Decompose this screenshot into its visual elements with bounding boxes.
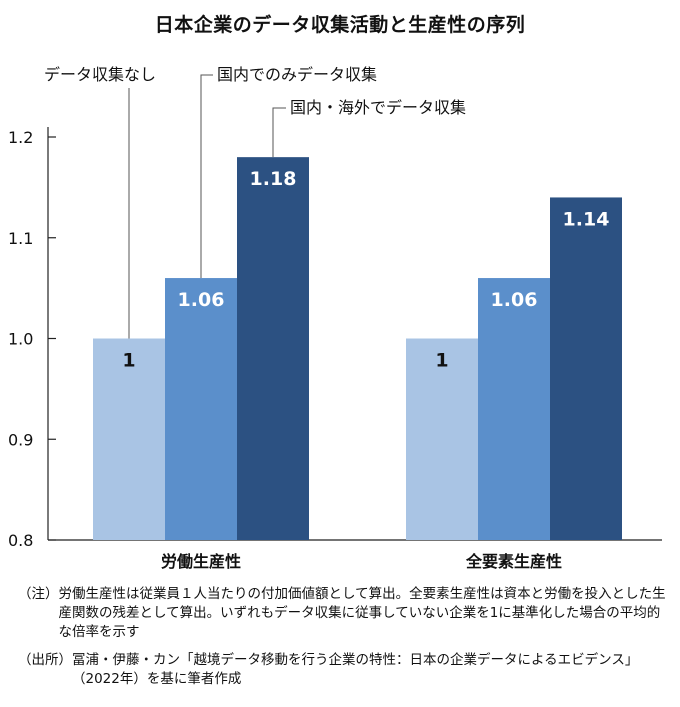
source-label: （出所） (18, 652, 72, 668)
y-tick-label: 1.2 (8, 128, 33, 147)
bar (478, 278, 550, 540)
y-tick-label: 0.8 (8, 531, 33, 550)
y-tick-label: 1.1 (8, 229, 33, 248)
y-tick-label: 1.0 (8, 330, 33, 349)
x-category-label: 全要素生産性 (465, 552, 562, 571)
bar (237, 157, 309, 540)
bar (406, 338, 478, 540)
note-text: 労働生産性は従業員１人当たりの付加価値額として算出。全要素生産性は資本と労働を投… (58, 586, 666, 640)
bar-chart: 0.8 0.9 1.0 1.1 1.2 1 1.06 1.18 労働生産性 1 1.06 1.14 全要… (8, 65, 662, 571)
note: （注） 労働生産性は従業員１人当たりの付加価値額として算出。全要素生産性は資本と… (18, 585, 668, 642)
source-text: 冨浦・伊藤・カン「越境データ移動を行う企業の特性：日本の企業データによるエビデン… (72, 652, 639, 687)
note-label: （注） (18, 586, 59, 602)
bar-value-label: 1.06 (178, 289, 225, 311)
bar-value-label: 1.14 (563, 208, 610, 230)
source-note: （出所） 冨浦・伊藤・カン「越境データ移動を行う企業の特性：日本の企業データによ… (18, 651, 668, 689)
x-category-label: 労働生産性 (161, 552, 241, 571)
bar-value-label: 1.18 (250, 168, 297, 190)
bar (93, 338, 165, 540)
bar (550, 197, 622, 540)
bar (165, 278, 237, 540)
annotation-leader (272, 107, 286, 158)
bar-value-label: 1.06 (491, 289, 538, 311)
series-annotation: 国内・海外でデータ収集 (290, 98, 466, 117)
annotation-leader (200, 74, 213, 279)
series-annotation: データ収集なし (44, 65, 156, 84)
bar-value-label: 1 (435, 350, 448, 372)
bar-value-label: 1 (122, 350, 135, 372)
chart-title: 日本企業のデータ収集活動と生産性の序列 (154, 14, 526, 36)
series-annotation: 国内でのみデータ収集 (217, 65, 377, 84)
y-tick-label: 0.9 (8, 430, 33, 449)
footnotes: （注） 労働生産性は従業員１人当たりの付加価値額として算出。全要素生産性は資本と… (18, 585, 668, 698)
